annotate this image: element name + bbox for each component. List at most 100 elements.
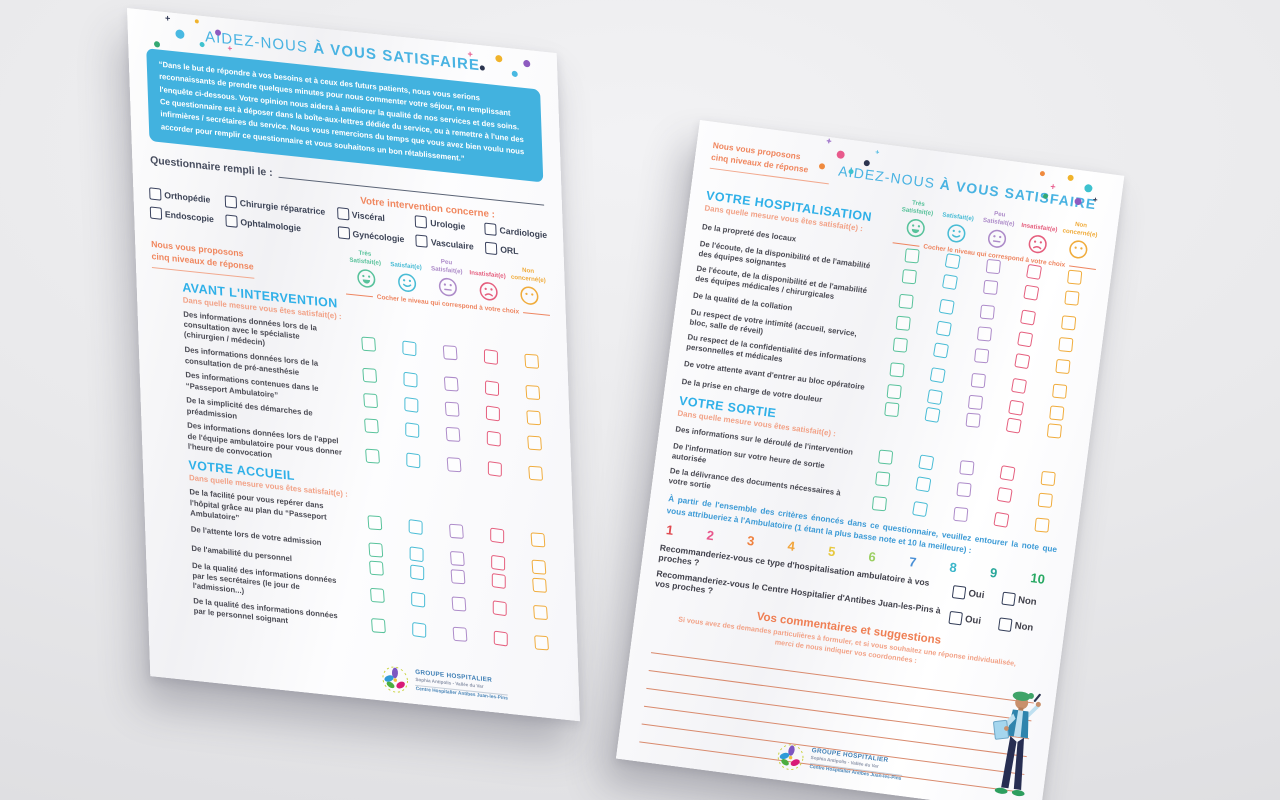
rating-checkbox[interactable] [923, 407, 941, 424]
rating-checkbox[interactable] [442, 345, 458, 361]
no-option[interactable]: Non [997, 617, 1049, 636]
rating-checkbox[interactable] [444, 401, 460, 417]
score-number[interactable]: 3 [746, 533, 756, 549]
rating-checkbox[interactable] [914, 476, 931, 493]
rating-checkbox[interactable] [1046, 423, 1062, 439]
rating-checkbox[interactable] [996, 486, 1013, 504]
rating-checkbox[interactable] [491, 573, 506, 590]
rating-checkbox[interactable] [443, 375, 459, 391]
rating-checkbox[interactable] [982, 279, 998, 296]
score-number[interactable]: 9 [989, 564, 999, 581]
rating-checkbox[interactable] [366, 514, 382, 530]
specialty-checkbox[interactable] [149, 206, 163, 220]
rating-checkbox[interactable] [401, 340, 416, 357]
rating-checkbox[interactable] [935, 320, 952, 337]
rating-checkbox[interactable] [917, 454, 934, 471]
rating-checkbox[interactable] [450, 569, 465, 585]
rating-checkbox[interactable] [523, 353, 539, 370]
specialty-checkbox[interactable] [336, 206, 350, 221]
rating-checkbox[interactable] [976, 326, 992, 342]
rating-checkbox[interactable] [871, 496, 887, 512]
rating-checkbox[interactable] [1013, 352, 1030, 370]
rating-checkbox[interactable] [369, 587, 385, 603]
rating-checkbox[interactable] [941, 274, 958, 291]
rating-checkbox[interactable] [364, 448, 380, 464]
rating-checkbox[interactable] [362, 392, 378, 408]
rating-checkbox[interactable] [532, 604, 548, 621]
yes-option[interactable]: Oui [948, 610, 999, 630]
rating-checkbox[interactable] [448, 523, 464, 539]
yes-checkbox[interactable] [951, 584, 967, 600]
rating-checkbox[interactable] [883, 402, 899, 418]
score-number[interactable]: 8 [948, 559, 958, 576]
score-number[interactable]: 7 [908, 554, 918, 571]
specialty-option[interactable]: Urologie [415, 215, 473, 233]
rating-checkbox[interactable] [410, 591, 425, 608]
rating-checkbox[interactable] [998, 465, 1016, 482]
score-number[interactable]: 10 [1029, 570, 1046, 588]
specialty-option[interactable]: Endoscopie [149, 206, 214, 225]
rating-checkbox[interactable] [405, 452, 420, 469]
rating-checkbox[interactable] [1016, 331, 1033, 348]
yes-checkbox[interactable] [948, 610, 964, 626]
specialty-checkbox[interactable] [225, 214, 238, 228]
rating-checkbox[interactable] [932, 342, 949, 359]
rating-checkbox[interactable] [1007, 399, 1024, 416]
rating-checkbox[interactable] [370, 618, 386, 634]
specialty-checkbox[interactable] [337, 226, 350, 240]
rating-checkbox[interactable] [938, 299, 955, 316]
rating-checkbox[interactable] [361, 367, 377, 383]
specialty-checkbox[interactable] [415, 215, 428, 229]
rating-checkbox[interactable] [530, 559, 546, 575]
rating-checkbox[interactable] [1057, 337, 1073, 353]
rating-checkbox[interactable] [493, 630, 508, 647]
rating-checkbox[interactable] [967, 394, 983, 410]
rating-checkbox[interactable] [524, 384, 540, 400]
rating-checkbox[interactable] [1022, 284, 1039, 302]
rating-checkbox[interactable] [525, 409, 541, 425]
no-checkbox[interactable] [997, 617, 1013, 632]
score-number[interactable]: 6 [867, 548, 877, 565]
rating-checkbox[interactable] [874, 471, 890, 487]
rating-checkbox[interactable] [1051, 383, 1067, 399]
rating-checkbox[interactable] [452, 626, 467, 642]
rating-checkbox[interactable] [449, 550, 465, 566]
rating-checkbox[interactable] [1010, 377, 1027, 394]
rating-checkbox[interactable] [992, 511, 1009, 528]
rating-checkbox[interactable] [901, 269, 917, 285]
rating-checkbox[interactable] [964, 412, 981, 429]
score-number[interactable]: 1 [665, 522, 675, 539]
score-number[interactable]: 4 [786, 538, 796, 555]
specialty-option[interactable]: Gynécologie [337, 226, 405, 245]
rating-checkbox[interactable] [403, 371, 417, 388]
rating-checkbox[interactable] [446, 456, 462, 473]
rating-checkbox[interactable] [944, 252, 961, 269]
specialty-checkbox[interactable] [224, 195, 238, 209]
rating-checkbox[interactable] [973, 348, 989, 364]
rating-checkbox[interactable] [911, 501, 928, 518]
rating-checkbox[interactable] [1005, 417, 1022, 434]
rating-checkbox[interactable] [408, 518, 423, 535]
rating-checkbox[interactable] [886, 383, 902, 400]
rating-checkbox[interactable] [533, 635, 549, 651]
rating-checkbox[interactable] [445, 426, 460, 442]
rating-checkbox[interactable] [484, 379, 499, 396]
rating-checkbox[interactable] [904, 247, 920, 263]
rating-checkbox[interactable] [492, 600, 507, 617]
rating-checkbox[interactable] [1063, 290, 1080, 306]
rating-checkbox[interactable] [367, 541, 383, 558]
rating-checkbox[interactable] [970, 372, 986, 389]
rating-checkbox[interactable] [1066, 269, 1082, 285]
specialty-option[interactable]: Ophtalmologie [225, 214, 326, 237]
rating-checkbox[interactable] [487, 460, 502, 477]
rating-checkbox[interactable] [1060, 315, 1076, 331]
rating-checkbox[interactable] [530, 531, 545, 548]
no-checkbox[interactable] [1001, 591, 1016, 606]
specialty-checkbox[interactable] [149, 187, 162, 201]
rating-checkbox[interactable] [985, 258, 1001, 274]
specialty-checkbox[interactable] [485, 241, 498, 255]
rating-checkbox[interactable] [1040, 471, 1056, 487]
rating-checkbox[interactable] [877, 449, 893, 465]
rating-checkbox[interactable] [1025, 263, 1042, 280]
rating-checkbox[interactable] [952, 506, 968, 523]
